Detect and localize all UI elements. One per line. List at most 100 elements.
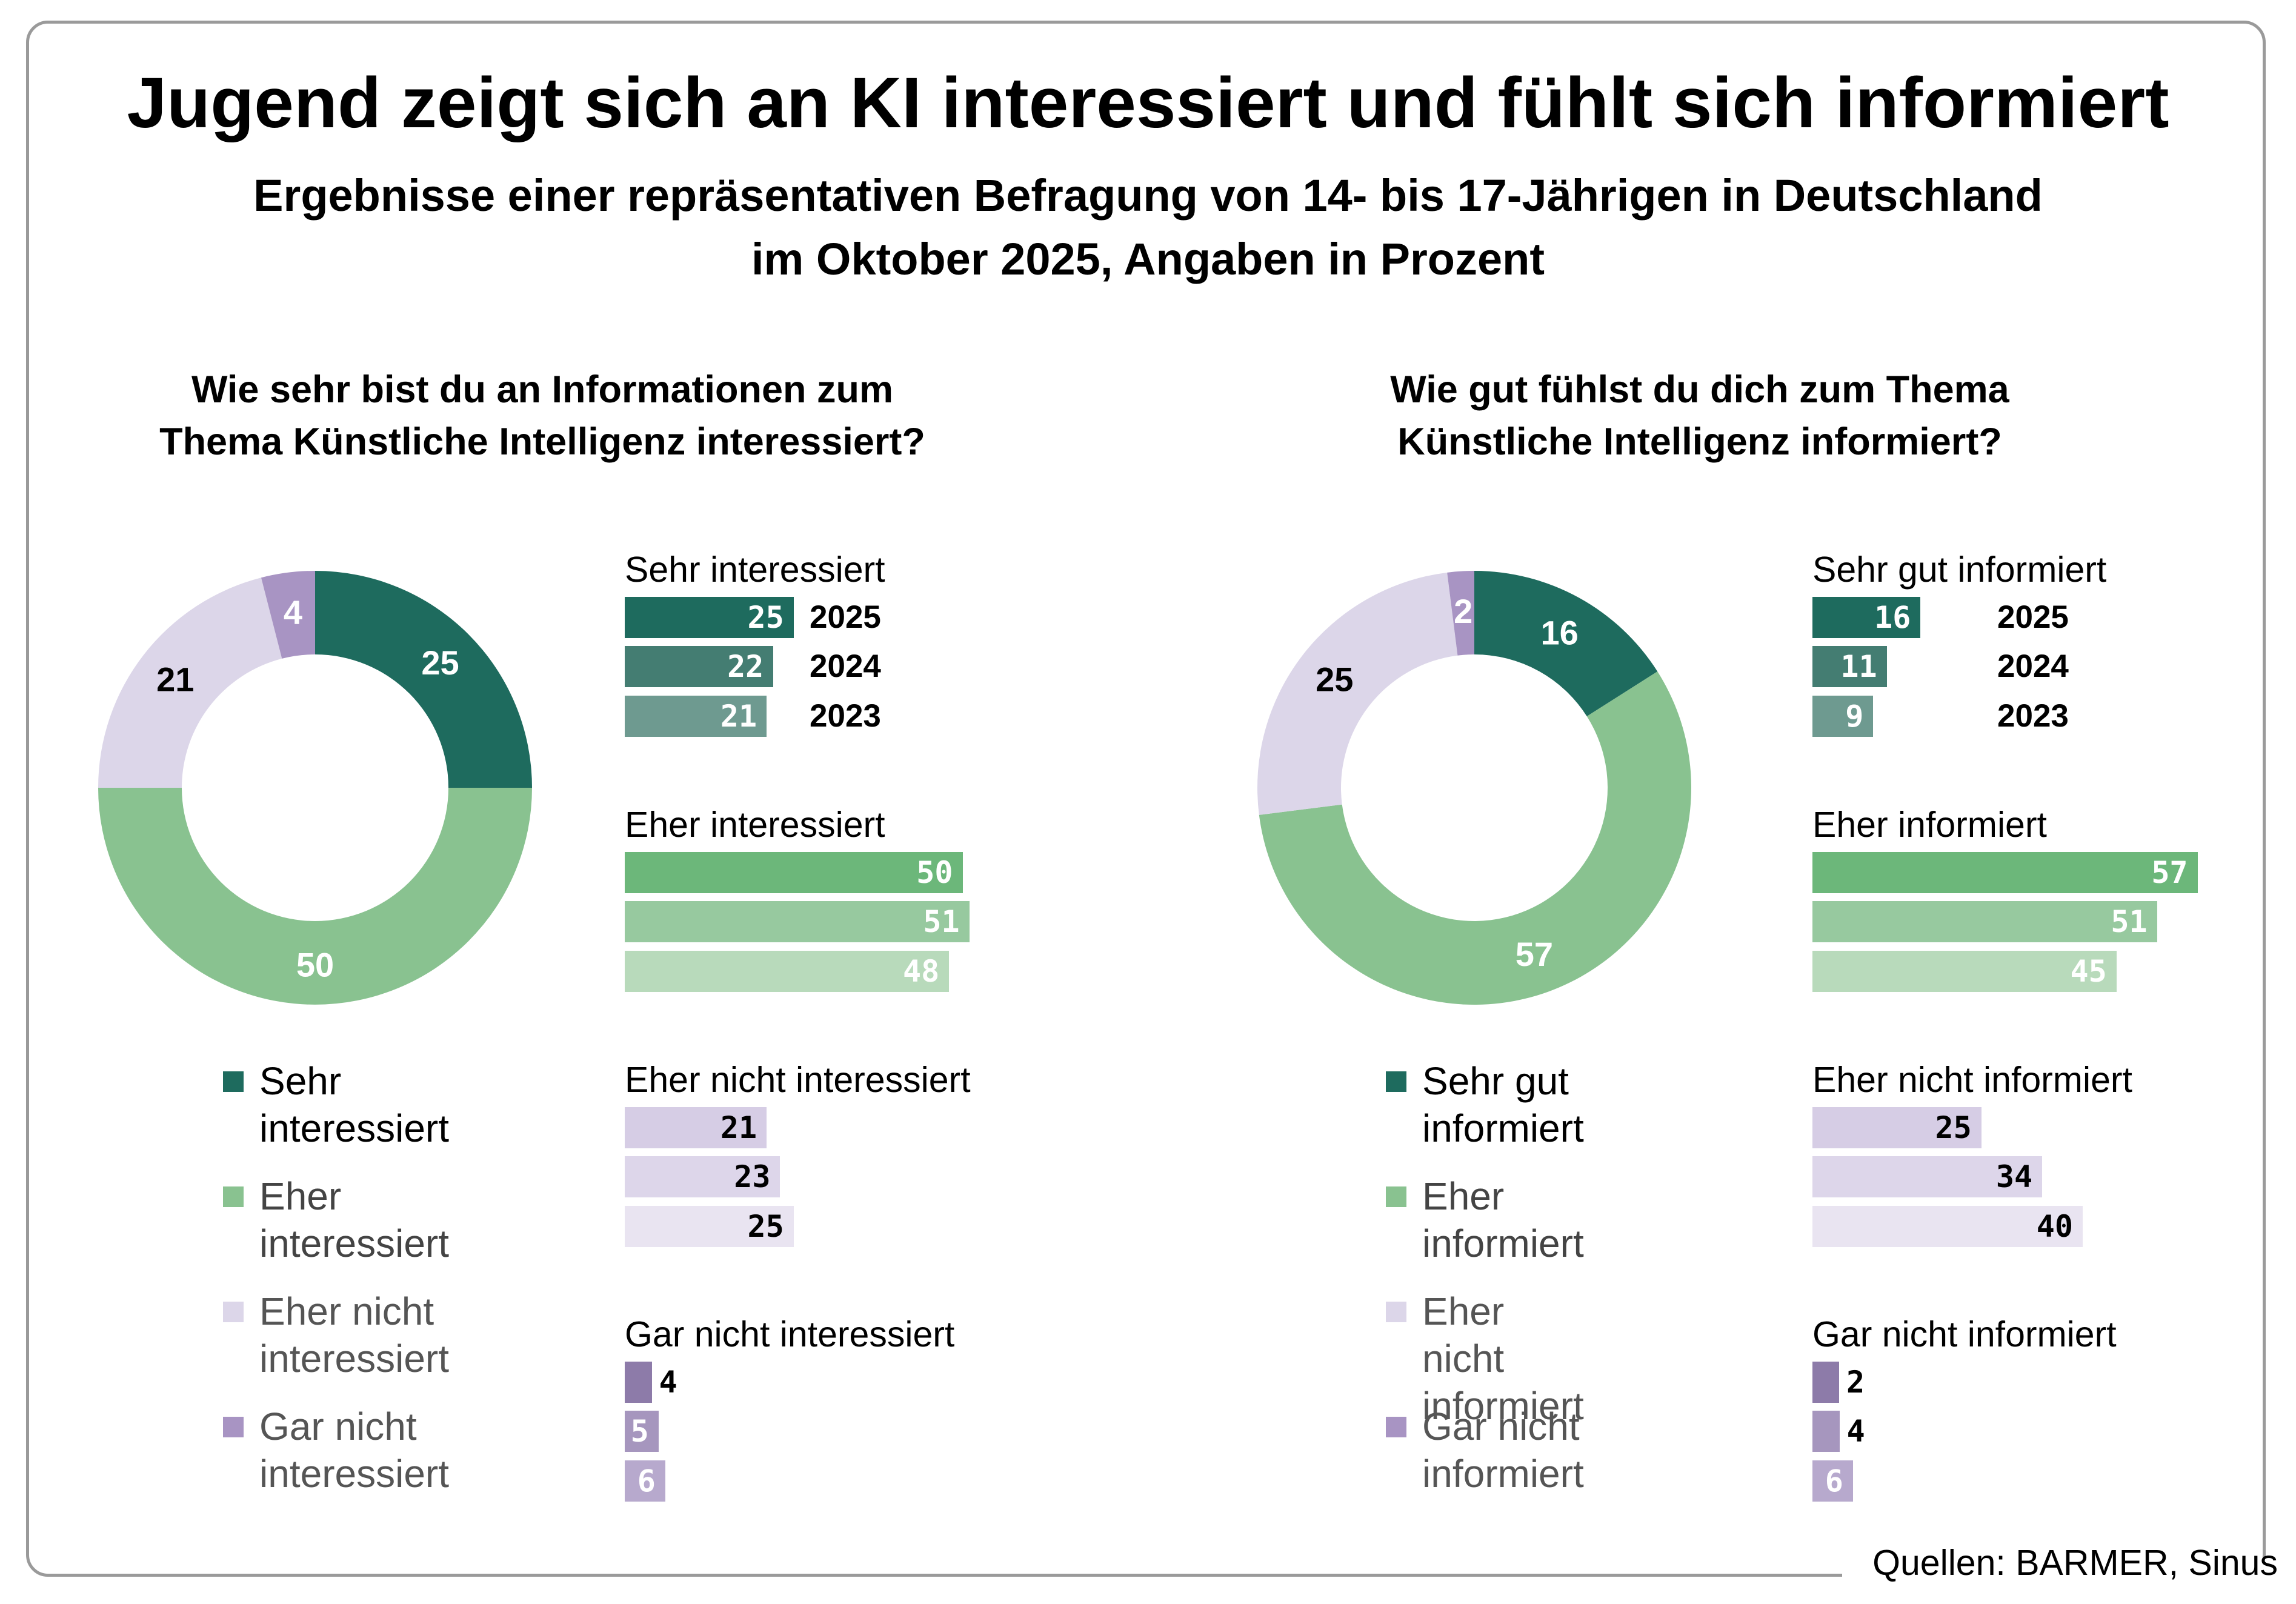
bar-sehr-2023: [625, 696, 767, 737]
frame-border: [26, 21, 2266, 1577]
bar-group-label-garnicht: Gar nicht informiert: [1812, 1314, 2117, 1354]
bar-value-garnicht-2024: 5: [630, 1414, 649, 1449]
year-label-2025: 2025: [1997, 599, 2069, 635]
question-interest-line1: Wie sehr bist du an Informationen zum: [191, 368, 894, 411]
bar-value-sehr-2023: 9: [1845, 699, 1864, 734]
bar-garnicht-2025: [1812, 1362, 1839, 1403]
legend-swatch-eher: [1386, 1186, 1406, 1207]
donut-label-2: 50: [296, 946, 334, 984]
year-label-2023: 2023: [1997, 698, 2069, 734]
bar-value-eher-2023: 48: [902, 954, 940, 989]
bar-ehernicht-2025: [1812, 1107, 1982, 1148]
legend-swatch-sehr: [223, 1071, 244, 1092]
bar-value-garnicht-2025: 4: [659, 1365, 677, 1400]
year-label-2023: 2023: [810, 698, 881, 734]
legend-label-sehr: Sehr gut informiert: [1422, 1059, 1584, 1150]
year-label-2024: 2024: [1997, 648, 2069, 684]
legend-swatch-eher: [223, 1186, 244, 1207]
bar-value-sehr-2024: 11: [1840, 649, 1877, 684]
bar-value-sehr-2025: 16: [1874, 600, 1911, 635]
donut-slice-2: [1259, 671, 1691, 1005]
bar-group-label-eher: Eher informiert: [1812, 805, 2047, 845]
bar-ehernicht-2024: [1812, 1156, 2043, 1197]
donut-label-3: 21: [156, 661, 194, 699]
legend-label-eher: Eher informiert: [1422, 1174, 1584, 1265]
bar-value-garnicht-2024: 4: [1846, 1414, 1865, 1449]
bar-group-label-sehr: Sehr gut informiert: [1812, 550, 2107, 590]
bar-group-label-sehr: Sehr interessiert: [625, 550, 885, 590]
donut-slice-4: [1447, 571, 1474, 656]
year-label-2024: 2024: [810, 648, 881, 684]
legend-swatch-garnicht: [223, 1417, 244, 1437]
bar-value-ehernicht-2025: 25: [1935, 1110, 1972, 1145]
bar-sehr-2025: [625, 597, 794, 638]
donut-label-4: 2: [1454, 592, 1472, 630]
chart-subtitle-line2: im Oktober 2025, Angaben in Prozent: [751, 234, 1545, 284]
question-informed-line1: Wie gut fühlst du dich zum Thema: [1390, 368, 2009, 411]
legend-label-garnicht: Gar nicht informiert: [1422, 1405, 1584, 1496]
bar-value-ehernicht-2024: 34: [1995, 1159, 2033, 1194]
legend-label-sehr: Sehr interessiert: [259, 1059, 449, 1150]
bar-eher-2025: [625, 852, 963, 893]
bar-value-eher-2024: 51: [2111, 904, 2148, 939]
donut-slice-3: [1257, 572, 1458, 815]
donut-slice-4: [261, 571, 315, 659]
donut-chart-informed: 16 57 25 2: [1257, 571, 1691, 1005]
legend-label-eher: Eher interessiert: [259, 1174, 449, 1265]
legend-swatch-sehr: [1386, 1071, 1406, 1092]
donut-slice-1: [315, 571, 532, 788]
bar-value-ehernicht-2023: 25: [747, 1209, 784, 1244]
bar-garnicht-2024: [625, 1411, 659, 1452]
bar-group-label-ehernicht: Eher nicht interessiert: [625, 1060, 971, 1100]
source-note: Quellen: BARMER, Sinus: [1872, 1543, 2278, 1583]
bar-value-garnicht-2023: 6: [637, 1463, 656, 1499]
bar-eher-2024: [625, 901, 970, 942]
bar-ehernicht-2024: [625, 1156, 780, 1197]
question-informed-line2: Künstliche Intelligenz informiert?: [1397, 421, 2002, 463]
bar-value-ehernicht-2023: 40: [2036, 1209, 2073, 1244]
donut-label-3: 25: [1316, 661, 1353, 699]
bar-garnicht-2024: [1812, 1411, 1840, 1452]
bar-value-eher-2023: 45: [2070, 954, 2107, 989]
bar-value-sehr-2025: 25: [747, 600, 784, 635]
bar-group-label-garnicht: Gar nicht interessiert: [625, 1314, 955, 1354]
bar-sehr-2024: [1812, 646, 1887, 687]
donut-slice-1: [1474, 571, 1658, 717]
bar-garnicht-2025: [625, 1362, 652, 1403]
donut-label-1: 16: [1541, 614, 1579, 652]
bar-eher-2023: [625, 951, 950, 992]
donut-slice-2: [98, 788, 532, 1005]
bar-value-garnicht-2023: 6: [1825, 1463, 1843, 1499]
donut-chart-interest: 25 50 21 4: [98, 571, 532, 1005]
legend-label-ehernicht: Eher nicht interessiert: [259, 1290, 449, 1380]
bar-value-sehr-2024: 22: [727, 649, 764, 684]
donut-label-4: 4: [284, 593, 302, 631]
legend-label-garnicht: Gar nicht interessiert: [259, 1405, 449, 1496]
bar-eher-2023: [1812, 951, 2117, 992]
chart-title: Jugend zeigt sich an KI interessiert und…: [127, 63, 2169, 143]
frame-gap: [1842, 1557, 2296, 1604]
legend-swatch-garnicht: [1386, 1417, 1406, 1437]
year-label-2025: 2025: [810, 599, 881, 635]
legend-swatch-ehernicht: [223, 1302, 244, 1322]
bar-value-sehr-2023: 21: [720, 699, 757, 734]
bar-sehr-2025: [1812, 597, 1921, 638]
question-interest-line2: Thema Künstliche Intelligenz interessier…: [159, 421, 925, 463]
legend-swatch-ehernicht: [1386, 1302, 1406, 1322]
bar-ehernicht-2025: [625, 1107, 767, 1148]
bar-sehr-2024: [625, 646, 774, 687]
bar-value-ehernicht-2025: 21: [720, 1110, 757, 1145]
bar-group-label-eher: Eher interessiert: [625, 805, 885, 845]
chart-subtitle-line1: Ergebnisse einer repräsentativen Befragu…: [253, 170, 2043, 221]
bar-eher-2025: [1812, 852, 2198, 893]
bar-ehernicht-2023: [1812, 1206, 2083, 1247]
donut-label-2: 57: [1516, 935, 1553, 973]
bar-garnicht-2023: [1812, 1460, 1853, 1502]
bar-value-eher-2024: 51: [923, 904, 960, 939]
bar-value-eher-2025: 50: [916, 855, 953, 890]
donut-label-1: 25: [421, 644, 459, 682]
bar-group-label-ehernicht: Eher nicht informiert: [1812, 1060, 2132, 1100]
donut-slice-3: [98, 577, 282, 788]
bar-garnicht-2023: [625, 1460, 665, 1502]
